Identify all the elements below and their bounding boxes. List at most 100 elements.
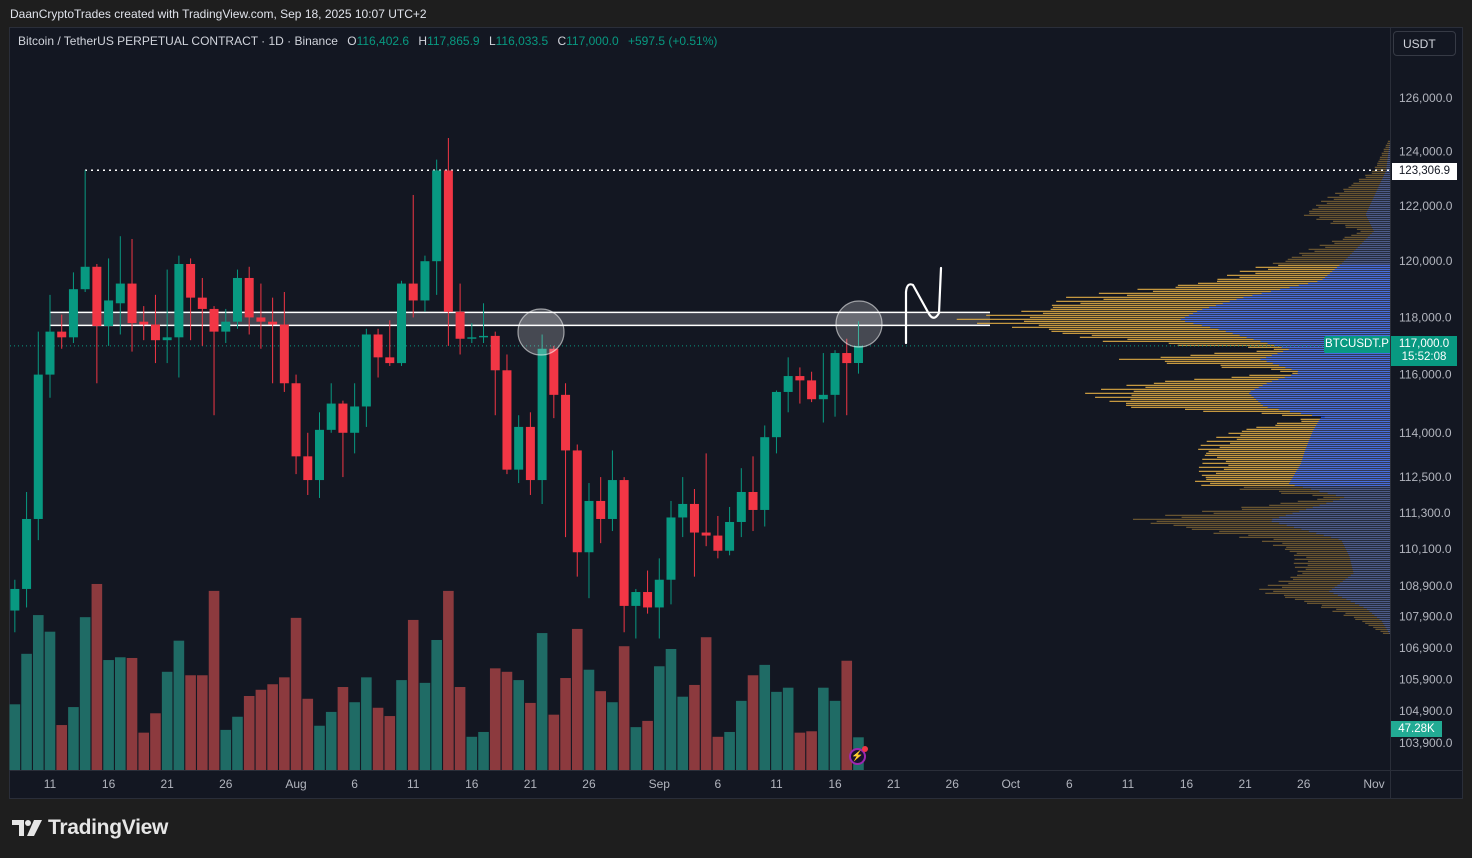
volume-profile-up-row [1300, 412, 1390, 414]
volume-profile-row [1336, 608, 1390, 610]
candle-body [631, 592, 641, 606]
candle [338, 400, 348, 478]
volume-profile-up-row [1326, 502, 1390, 504]
volume-profile-up-row [1387, 162, 1390, 164]
volume-bar [829, 700, 841, 770]
volume-profile-up-row [1202, 308, 1390, 310]
volume-profile-row [1239, 536, 1390, 538]
volume-profile-up-row [1382, 178, 1390, 180]
volume-bar [68, 707, 79, 770]
time-tick-label: 26 [219, 777, 233, 791]
candle-body [350, 406, 360, 433]
volume-profile-row [1119, 358, 1390, 360]
volume-profile-row [1259, 588, 1390, 590]
tradingview-logo[interactable]: TradingView [12, 816, 168, 840]
volume-profile-up-row [1342, 540, 1390, 542]
volume-profile-up-row [1254, 388, 1390, 390]
candle-body [186, 263, 196, 298]
volume-profile-up-row [1327, 492, 1390, 494]
volume-profile-up-row [1222, 302, 1390, 304]
drawings[interactable] [517, 266, 943, 356]
volume-profile-row [1380, 630, 1390, 632]
candle-body [373, 334, 383, 358]
volume-profile-row [1284, 548, 1390, 550]
volume-profile-row [1320, 606, 1390, 608]
time-tick-label: 21 [1238, 777, 1252, 791]
volume-bar [419, 682, 431, 770]
volume-profile-up-row [1309, 438, 1390, 440]
volume-profile-up-row [1349, 254, 1390, 256]
price-tick-label: 107,900.0 [1399, 610, 1453, 624]
volume-bar [642, 720, 653, 770]
volume-profile-up-row [1371, 232, 1390, 234]
volume-bar [279, 677, 290, 770]
volume-profile-row [1181, 516, 1390, 518]
resistance-zone[interactable] [50, 311, 990, 327]
volume-profile-row [1305, 568, 1390, 570]
volume-profile-up-row [1346, 550, 1390, 552]
volume-profile-up-row [1345, 258, 1390, 260]
highlight-circle[interactable] [835, 300, 883, 348]
candle [443, 138, 453, 346]
volume-profile-row [1383, 150, 1390, 152]
candle-body [80, 266, 90, 290]
volume-profile-row [1356, 232, 1390, 234]
volume-profile-row [1269, 504, 1390, 506]
volume-profile-up-row [1251, 394, 1390, 396]
volume-profile-up-row [1331, 588, 1390, 590]
volume-profile-up-row [1322, 278, 1390, 280]
volume-bar [525, 702, 536, 770]
lightning-icon[interactable]: ⚡ [849, 748, 866, 765]
candle [221, 308, 231, 344]
volume-profile-row [1379, 156, 1390, 158]
volume-bar [267, 684, 278, 770]
price-tick-label: 114,000.0 [1399, 426, 1452, 440]
volume-profile-up-row [1367, 236, 1390, 238]
time-axis[interactable]: 11 16 21 26 Aug 6 11 16 21 26 Sep 6 11 16 21 26 Oct 6 11 16… [44, 777, 1385, 791]
currency-button[interactable]: USDT [1393, 31, 1456, 56]
volume-profile-up-row [1371, 226, 1390, 228]
volume-profile-up-row [1232, 332, 1390, 334]
volume-profile-row [1288, 582, 1390, 584]
candle-body [443, 170, 453, 312]
volume-profile-row [1294, 558, 1390, 560]
volume-profile-row [1327, 196, 1390, 198]
volume-profile-up-row [1298, 466, 1390, 468]
volume-profile-row [1191, 528, 1390, 530]
volume-bar [384, 716, 396, 770]
change-value: +597.5 (+0.51%) [627, 34, 718, 48]
volume-profile-up-row [1299, 510, 1390, 512]
candle-body [643, 592, 653, 608]
volume-profile-up-row [1312, 414, 1390, 416]
candle-body [408, 283, 418, 301]
volume-profile-up-row [1344, 546, 1390, 548]
time-tick-label: 26 [1297, 777, 1311, 791]
time-tick-label: 11 [44, 777, 57, 791]
volume-profile-up-row [1327, 274, 1390, 276]
volume-profile-up-row [1301, 528, 1390, 530]
volume-bar [44, 631, 56, 770]
volume-profile-up-row [1272, 362, 1390, 364]
close-value: 117,000.0 [566, 34, 619, 48]
candle-body [303, 456, 313, 481]
symbol-title: Bitcoin / TetherUS PERPETUAL CONTRACT · … [18, 34, 338, 48]
volume-profile-row [1213, 532, 1390, 534]
candle-body [760, 437, 770, 510]
volume-bar [232, 716, 243, 770]
price-lines [10, 169, 1390, 347]
projection-path-drawing[interactable] [904, 266, 943, 345]
volume-profile-up-row [1332, 270, 1390, 272]
volume-bar [208, 590, 220, 770]
candle-body [314, 429, 324, 481]
highlight-circle[interactable] [517, 308, 565, 356]
volume-profile-up-row [1388, 148, 1390, 150]
volume-profile-row [1345, 224, 1390, 226]
volume-profile-row [1198, 466, 1390, 468]
volume-profile-row [1365, 622, 1390, 624]
price-axis[interactable]: 126,000.0 124,000.0 122,000.0 120,000.0 118,… [1399, 91, 1453, 750]
volume-profile-row [1345, 612, 1390, 614]
price-tick-label: 116,000.0 [1399, 368, 1452, 382]
volume-profile-row [1292, 578, 1390, 580]
chart-pane[interactable] [9, 27, 1463, 799]
